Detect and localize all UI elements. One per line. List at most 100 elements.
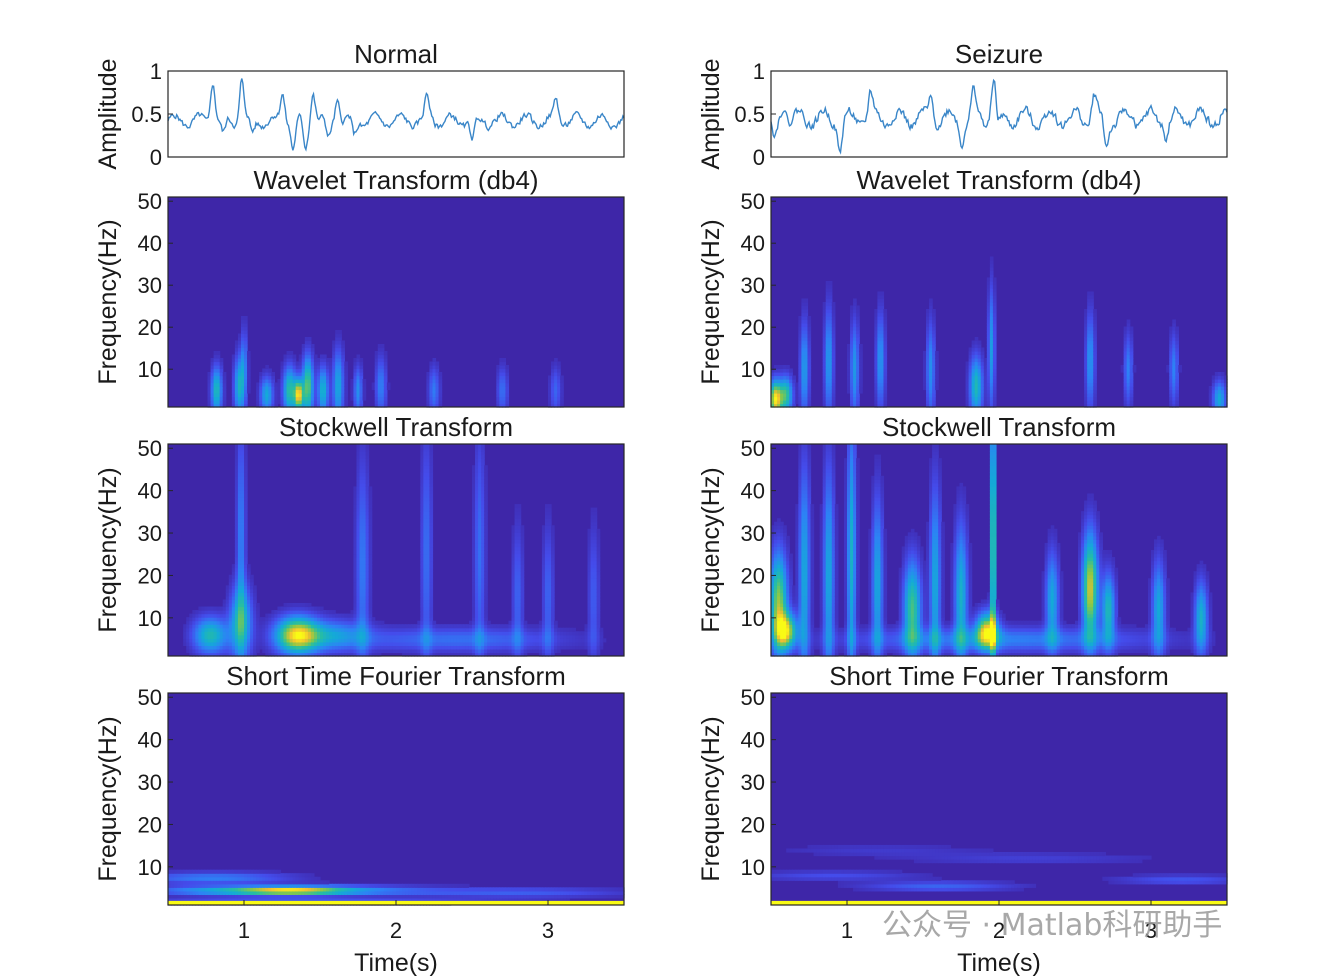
heatmap-cell [219,645,224,650]
heatmap-cell [326,631,330,636]
heatmap-cell [335,624,339,629]
heatmap-cell [1084,309,1088,314]
heatmap-cell [804,344,809,349]
heatmap-cell [295,652,300,657]
heatmap-cell [983,365,988,370]
heatmap-cell [487,624,491,629]
heatmap-cell [411,652,415,657]
heatmap-cell [593,521,598,526]
heatmap-cell [481,500,485,505]
heatmap-cell [244,624,248,629]
heatmap-cell [332,344,336,349]
heatmap-cell [356,620,361,625]
heatmap-cell [353,389,358,394]
heatmap-cell [877,403,882,408]
heatmap-cell [986,298,991,303]
heatmap-cell [968,379,973,384]
heatmap-cell [825,323,830,328]
heatmap-cell [353,631,358,636]
heatmap-cell [268,634,272,639]
heatmap-cell [338,648,342,654]
heatmap-cell [831,316,836,321]
heatmap-cell [438,393,443,398]
heatmap-cell [289,400,294,405]
heatmap-cell [323,403,327,408]
heatmap-cell [231,645,236,650]
heatmap-cell [517,599,522,604]
heatmap-cell [429,634,434,639]
heatmap-cell [332,631,336,636]
heatmap-cell [786,393,790,398]
heatmap-cell [338,631,342,636]
heatmap-cell [828,319,833,324]
heatmap-cell [338,354,342,359]
heatmap-cell [234,567,239,572]
heatmap-cell [423,645,427,650]
heatmap-cell [234,458,239,463]
heatmap-cell [856,305,860,310]
heatmap-cell [484,475,488,480]
heatmap-cell [237,458,242,463]
heatmap-cell [1087,337,1091,342]
heatmap-cell [874,309,878,314]
heatmap-cell [825,372,830,377]
heatmap-cell [365,458,370,463]
heatmap-cell [502,389,507,394]
heatmap-cell [520,648,525,654]
heatmap-cell [859,375,863,380]
heatmap-cell [541,571,546,576]
heatmap-cell [1126,386,1131,391]
heatmap-cell [462,638,467,643]
heatmap-cell [883,393,888,398]
heatmap-cell [968,354,973,359]
heatmap-cell [192,641,196,646]
heatmap-cell [210,638,215,643]
heatmap-cell [992,319,997,324]
heatmap-cell [557,386,561,391]
heatmap-cell [880,382,885,387]
heatmap-cell [511,620,516,625]
heatmap-cell [475,567,479,572]
heatmap-cell [292,379,297,384]
heatmap-cell [377,620,382,625]
heatmap-cell [831,305,836,310]
heatmap-cell [356,361,361,366]
heatmap-cell [484,571,488,576]
heatmap-cell [807,372,812,377]
heatmap-cell [426,581,431,586]
heatmap-cell [250,620,254,625]
heatmap-cell [280,386,285,391]
heatmap-cell [332,638,336,643]
heatmap-cell [219,641,224,646]
heatmap-cell [380,382,385,387]
heatmap-cell [423,606,427,611]
heatmap-cell [926,333,930,338]
heatmap-cell [237,372,242,377]
heatmap-cell [271,620,275,625]
heatmap-cell [1087,344,1091,349]
heatmap-cell [240,532,245,537]
heatmap-cell [804,382,809,387]
heatmap-cell [520,606,525,611]
heatmap-cell [517,634,522,639]
heatmap-cell [514,645,519,650]
heatmap-cell [935,382,939,387]
heatmap-cell [475,574,479,579]
heatmap-cell [971,361,976,366]
heatmap-cell [195,631,199,636]
heatmap-cell [541,627,546,632]
heatmap-cell [825,295,830,300]
heatmap-cell [225,645,230,650]
heatmap-cell [804,337,809,342]
heatmap-cell [392,638,397,643]
heatmap-cell [295,613,300,618]
heatmap-cell [850,354,854,359]
heatmap-cell [475,535,479,540]
heatmap-cell [426,542,431,548]
heatmap-cell [277,645,282,650]
heatmap-cell [307,337,312,342]
heatmap-cell [538,634,543,639]
heatmap-cell [1220,372,1225,377]
heatmap-cell [804,340,809,345]
